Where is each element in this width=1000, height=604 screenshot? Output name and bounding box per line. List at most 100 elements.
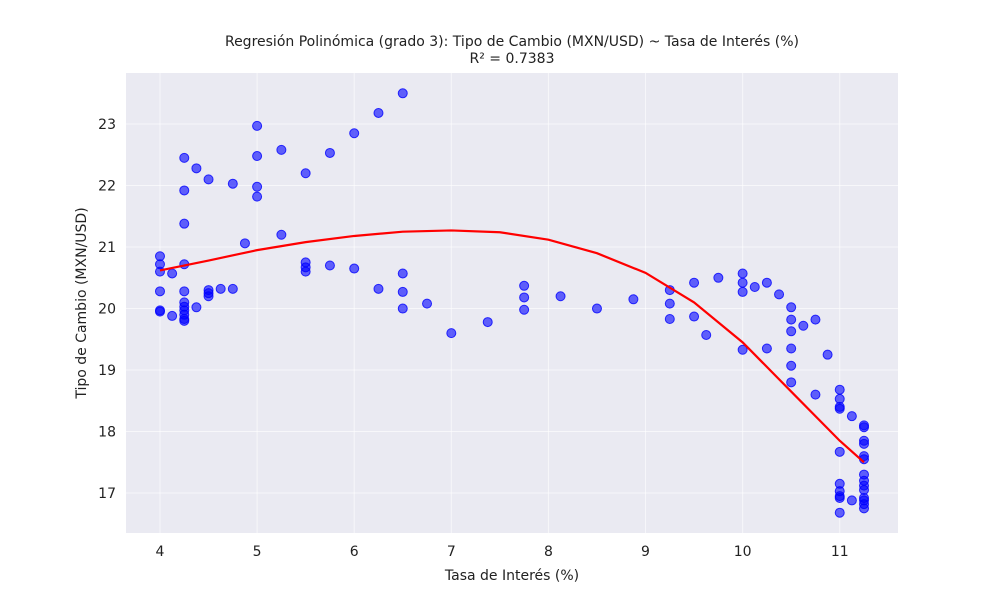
x-axis-label: Tasa de Interés (%) xyxy=(444,568,579,584)
data-point xyxy=(761,343,772,354)
data-point xyxy=(154,286,165,297)
data-point xyxy=(689,277,700,288)
data-point xyxy=(713,272,724,283)
y-tick-label: 20 xyxy=(98,302,116,318)
y-tick-label: 22 xyxy=(98,179,116,195)
data-point xyxy=(834,403,845,414)
y-tick-label: 21 xyxy=(98,240,116,256)
data-point xyxy=(482,317,493,328)
y-tick-label: 19 xyxy=(98,363,116,379)
data-point xyxy=(179,315,190,326)
y-axis-label: Tipo de Cambio (MXN/USD) xyxy=(74,207,90,399)
data-point xyxy=(810,314,821,325)
data-point xyxy=(276,144,287,155)
data-point xyxy=(846,411,857,422)
data-point xyxy=(239,238,250,249)
data-point xyxy=(167,310,178,321)
data-point xyxy=(252,181,263,192)
data-point xyxy=(786,377,797,388)
data-point xyxy=(397,268,408,279)
data-point xyxy=(519,304,530,315)
data-point xyxy=(324,147,335,158)
data-point xyxy=(737,268,748,279)
data-point xyxy=(276,229,287,240)
y-tick-label: 18 xyxy=(98,425,116,441)
data-point xyxy=(203,291,214,302)
data-point xyxy=(324,260,335,271)
data-point xyxy=(859,422,870,433)
data-point xyxy=(834,446,845,457)
data-point xyxy=(786,326,797,337)
data-point xyxy=(761,277,772,288)
data-point xyxy=(737,286,748,297)
y-tick-label: 23 xyxy=(98,117,116,133)
data-point xyxy=(252,120,263,131)
data-point xyxy=(373,107,384,118)
data-point xyxy=(834,492,845,503)
data-point xyxy=(834,507,845,518)
data-point xyxy=(397,303,408,314)
data-point xyxy=(349,128,360,139)
data-point xyxy=(737,277,748,288)
data-point xyxy=(203,174,214,185)
data-point xyxy=(191,163,202,174)
data-point xyxy=(154,266,165,277)
data-point xyxy=(397,286,408,297)
data-point xyxy=(422,298,433,309)
data-point xyxy=(749,282,760,293)
x-tick-label: 9 xyxy=(641,544,650,560)
x-tick-label: 6 xyxy=(350,544,359,560)
data-point xyxy=(859,438,870,449)
data-point xyxy=(373,283,384,294)
chart-subtitle: R² = 0.7383 xyxy=(470,51,555,67)
data-point xyxy=(774,289,785,300)
fit-line xyxy=(159,229,865,464)
data-point xyxy=(227,178,238,189)
data-point xyxy=(191,302,202,313)
data-point xyxy=(737,344,748,355)
data-point xyxy=(786,360,797,371)
x-tick-label: 7 xyxy=(447,544,456,560)
data-point xyxy=(179,286,190,297)
data-point xyxy=(179,152,190,163)
data-point xyxy=(555,291,566,302)
data-point xyxy=(664,313,675,324)
data-point xyxy=(179,185,190,196)
x-tick-label: 11 xyxy=(831,544,849,560)
data-point xyxy=(846,495,857,506)
plot-area xyxy=(126,73,898,533)
data-point xyxy=(689,311,700,322)
y-tick-label: 17 xyxy=(98,486,116,502)
data-point xyxy=(786,343,797,354)
data-point xyxy=(786,314,797,325)
data-point xyxy=(154,306,165,317)
x-tick-label: 8 xyxy=(544,544,553,560)
data-point xyxy=(227,283,238,294)
data-point xyxy=(628,294,639,305)
x-tick-label: 5 xyxy=(253,544,262,560)
data-point xyxy=(519,292,530,303)
data-point xyxy=(786,302,797,313)
data-point xyxy=(519,280,530,291)
data-point xyxy=(349,263,360,274)
data-point xyxy=(701,329,712,340)
data-point xyxy=(834,384,845,395)
data-point xyxy=(798,320,809,331)
data-point xyxy=(664,298,675,309)
data-point xyxy=(397,88,408,99)
data-point xyxy=(167,268,178,279)
chart-title: Regresión Polinómica (grado 3): Tipo de … xyxy=(225,34,799,50)
data-point xyxy=(859,503,870,514)
data-point xyxy=(300,266,311,277)
data-point xyxy=(446,328,457,339)
data-point xyxy=(822,349,833,360)
data-point xyxy=(179,218,190,229)
data-point xyxy=(591,303,602,314)
x-tick-label: 4 xyxy=(156,544,165,560)
data-point xyxy=(252,191,263,202)
data-point xyxy=(300,168,311,179)
data-point xyxy=(252,151,263,162)
data-point xyxy=(215,283,226,294)
data-point xyxy=(810,389,821,400)
